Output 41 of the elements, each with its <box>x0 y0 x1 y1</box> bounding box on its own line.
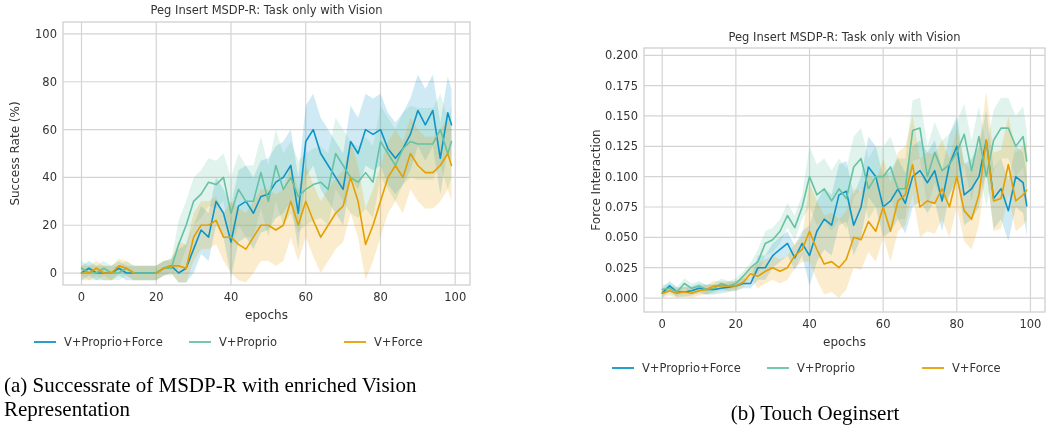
y-tick-label: 20 <box>42 218 57 233</box>
y-tick-label: 80 <box>42 74 57 89</box>
chart-title: Peg Insert MSDP-R: Task only with Vision <box>150 3 383 17</box>
x-tick-label: 80 <box>373 290 388 304</box>
y-axis-title: Success Rate (%) <box>8 101 22 206</box>
x-axis-title: epochs <box>245 308 288 322</box>
x-tick-label: 40 <box>223 290 239 304</box>
x-tick-label: 20 <box>728 317 744 331</box>
legend-label: V+Force <box>952 361 1001 375</box>
y-tick-label: 40 <box>42 170 57 185</box>
x-tick-label: 0 <box>77 290 86 304</box>
x-tick-label: 40 <box>802 317 817 331</box>
y-tick-label: 0.175 <box>605 78 638 93</box>
y-axis-title: Force Interaction <box>589 129 603 231</box>
x-tick-label: 0 <box>658 317 666 331</box>
text: (b) Touch Oeginsert <box>730 401 900 425</box>
y-tick-label: 0.025 <box>605 260 638 275</box>
y-tick-label: 0 <box>49 266 57 281</box>
x-tick-label: 60 <box>875 317 891 331</box>
y-tick-label: 0.050 <box>605 230 638 245</box>
legend-label: V+Proprio+Force <box>64 335 163 349</box>
y-tick-label: 0.200 <box>605 48 638 63</box>
legend-label: V+Force <box>374 335 423 349</box>
x-tick-label: 80 <box>949 317 965 331</box>
y-tick-label: 100 <box>35 26 57 41</box>
x-tick-label: 20 <box>148 290 164 304</box>
x-axis-title: epochs <box>823 335 866 349</box>
legend-label: V+Proprio+Force <box>642 361 741 375</box>
y-tick-label: 0.000 <box>605 291 638 306</box>
chart-title: Peg Insert MSDP-R: Task only with Vision <box>728 30 961 44</box>
legend-label: V+Proprio <box>219 335 278 349</box>
y-tick-label: 0.100 <box>605 169 638 184</box>
x-tick-label: 60 <box>298 290 314 304</box>
x-tick-label: 100 <box>1019 317 1042 331</box>
y-tick-label: 60 <box>42 122 57 137</box>
text: (a) Successrate of MSDP-R with enriched Vision Representation <box>4 373 417 421</box>
legend-label: V+Proprio <box>797 361 856 375</box>
y-tick-label: 0.125 <box>605 139 638 154</box>
x-tick-label: 100 <box>444 290 467 304</box>
y-tick-label: 0.150 <box>605 108 638 123</box>
y-tick-label: 0.075 <box>605 200 638 215</box>
